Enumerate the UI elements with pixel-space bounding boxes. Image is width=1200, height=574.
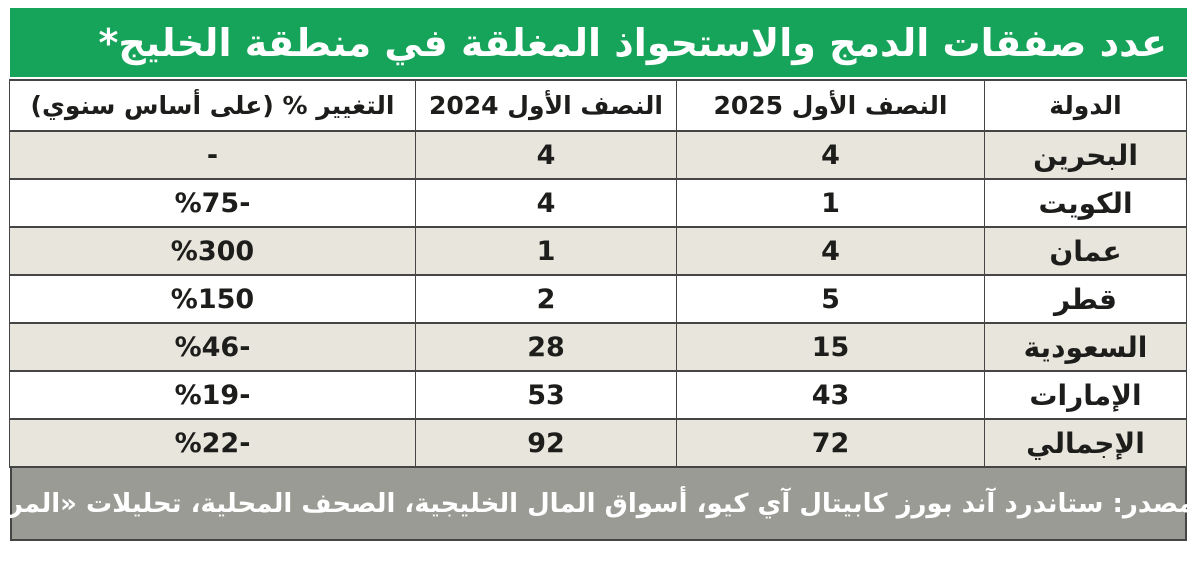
h1-2025-cell: 43: [676, 370, 985, 420]
source-note: * المصدر: ستاندرد آند بورز كابيتال آي كي…: [0, 488, 1200, 519]
h1-2025-cell: 5: [676, 274, 985, 324]
change-value: -: [206, 139, 219, 171]
country-cell: الإجمالي: [984, 418, 1187, 468]
table-row-bahrain: البحرين 4 4 -: [9, 130, 1187, 180]
country-cell: السعودية: [984, 322, 1187, 372]
table-row-kuwait: الكويت 1 4 %75-: [9, 178, 1187, 228]
column-header-h1-2024: النصف الأول 2024: [415, 79, 677, 132]
h1-2024-cell: 53: [415, 370, 677, 420]
change-value: %22-: [174, 427, 251, 459]
change-value: %19-: [174, 379, 251, 411]
column-header-country: الدولة: [984, 79, 1187, 132]
change-value: %75-: [174, 187, 251, 219]
page-title: عدد صفقات الدمج والاستحواذ المغلقة في من…: [98, 20, 1168, 65]
column-header-h1-2025: النصف الأول 2025: [676, 79, 985, 132]
country-cell: عمان: [984, 226, 1187, 276]
table-row-total: الإجمالي 72 92 %22-: [9, 418, 1187, 468]
h1-2024-cell: 92: [415, 418, 677, 468]
change-value: %150: [170, 283, 255, 315]
country-cell: الكويت: [984, 178, 1187, 228]
table-row-oman: عمان 4 1 %300: [9, 226, 1187, 276]
h1-2025-cell: 4: [676, 226, 985, 276]
country-cell: البحرين: [984, 130, 1187, 180]
h1-2025-cell: 72: [676, 418, 985, 468]
h1-2024-cell: 1: [415, 226, 677, 276]
title-bar: عدد صفقات الدمج والاستحواذ المغلقة في من…: [10, 8, 1187, 77]
h1-2024-cell: 4: [415, 178, 677, 228]
change-cell: %46-: [9, 322, 416, 372]
change-cell: %22-: [9, 418, 416, 468]
change-cell: %19-: [9, 370, 416, 420]
table-body: البحرين 4 4 - الكويت 1 4 %75- عمان 4 1 %…: [9, 130, 1187, 468]
change-cell: %300: [9, 226, 416, 276]
table-row-uae: الإمارات 43 53 %19-: [9, 370, 1187, 420]
source-footer: * المصدر: ستاندرد آند بورز كابيتال آي كي…: [0, 468, 1200, 541]
column-header-change: التغيير % (على أساس سنوي): [9, 79, 416, 132]
h1-2024-cell: 28: [415, 322, 677, 372]
table-header: الدولة النصف الأول 2025 النصف الأول 2024…: [9, 79, 1187, 132]
header-row: الدولة النصف الأول 2025 النصف الأول 2024…: [9, 79, 1187, 132]
h1-2025-cell: 1: [676, 178, 985, 228]
table-row-saudi-arabia: السعودية 15 28 %46-: [9, 322, 1187, 372]
ma-deals-table: الدولة النصف الأول 2025 النصف الأول 2024…: [9, 79, 1187, 468]
change-cell: %75-: [9, 178, 416, 228]
h1-2024-cell: 4: [415, 130, 677, 180]
change-cell: -: [9, 130, 416, 180]
h1-2025-cell: 4: [676, 130, 985, 180]
change-value: %300: [170, 235, 255, 267]
h1-2025-cell: 15: [676, 322, 985, 372]
change-cell: %150: [9, 274, 416, 324]
infographic-card: عدد صفقات الدمج والاستحواذ المغلقة في من…: [0, 8, 1200, 541]
change-value: %46-: [174, 331, 251, 363]
country-cell: قطر: [984, 274, 1187, 324]
table-row-qatar: قطر 5 2 %150: [9, 274, 1187, 324]
h1-2024-cell: 2: [415, 274, 677, 324]
country-cell: الإمارات: [984, 370, 1187, 420]
